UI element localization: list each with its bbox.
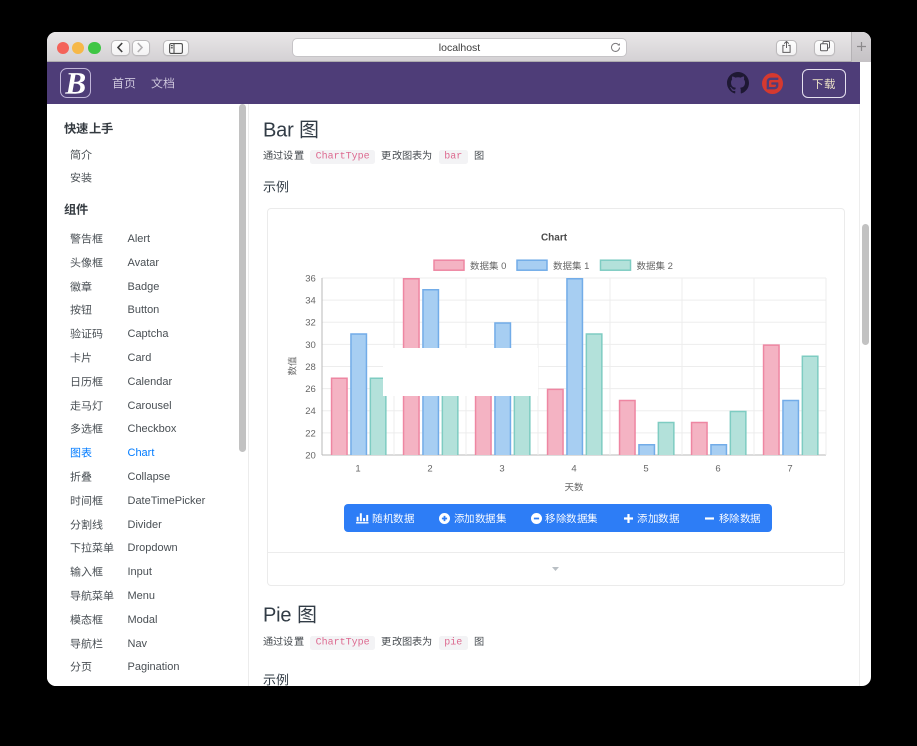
svg-text:5: 5: [643, 464, 648, 475]
svg-text:22: 22: [305, 428, 316, 439]
svg-text:20: 20: [305, 450, 316, 461]
svg-text:2: 2: [668, 261, 673, 272]
svg-text:36: 36: [305, 273, 316, 284]
svg-text:32: 32: [305, 318, 316, 329]
svg-text:34: 34: [305, 296, 316, 307]
svg-text:3: 3: [499, 464, 504, 475]
svg-text:Chart: Chart: [541, 233, 568, 244]
svg-text:30: 30: [305, 340, 316, 351]
svg-text:0: 0: [501, 261, 506, 272]
svg-text:26: 26: [305, 384, 316, 395]
svg-text:4: 4: [571, 464, 576, 475]
svg-text:2: 2: [427, 464, 432, 475]
svg-text:1: 1: [355, 464, 360, 475]
svg-text:28: 28: [305, 362, 316, 373]
svg-text:7: 7: [787, 464, 792, 475]
svg-text:24: 24: [305, 406, 316, 417]
svg-text:1: 1: [584, 261, 589, 272]
svg-text:6: 6: [715, 464, 720, 475]
